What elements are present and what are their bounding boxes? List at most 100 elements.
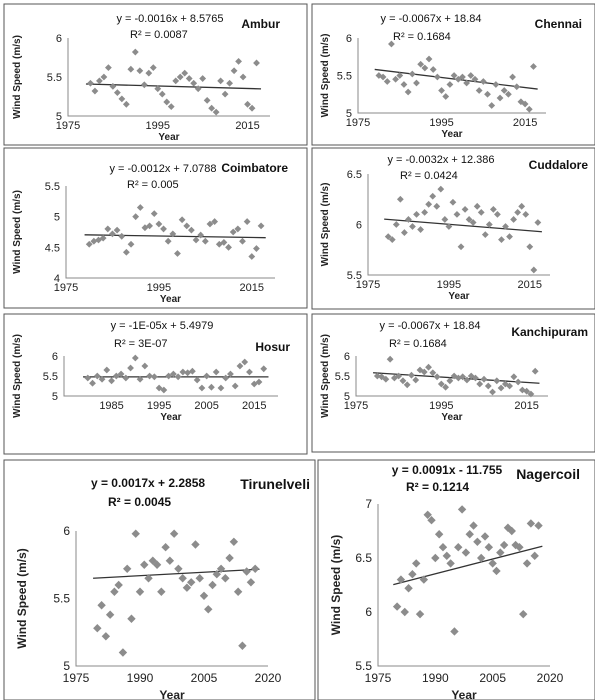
x-tick-label: 2015 xyxy=(242,400,266,412)
data-point xyxy=(437,185,445,193)
data-point xyxy=(453,211,461,218)
data-point xyxy=(429,192,437,200)
data-point xyxy=(123,564,132,573)
data-point xyxy=(373,372,381,380)
y-tick-label: 7 xyxy=(365,497,372,511)
data-point xyxy=(419,575,429,584)
axis-lines xyxy=(67,38,270,117)
data-point xyxy=(420,368,428,376)
y-tick-label: 5 xyxy=(52,391,58,403)
panel-chennai: 5 5.5 6 1975 1995 2015 Wind Speed (m/s) Year y =… xyxy=(311,3,595,146)
x-axis-title: Year xyxy=(158,132,179,143)
data-point xyxy=(438,543,448,552)
panel-frame xyxy=(317,459,595,700)
data-point xyxy=(221,90,229,98)
x-tick-label: 1995 xyxy=(429,400,453,412)
data-point xyxy=(236,362,244,370)
data-point xyxy=(109,82,117,90)
data-point xyxy=(408,70,416,78)
data-point xyxy=(488,559,497,568)
y-tick-label: 5.5 xyxy=(45,181,60,193)
data-point xyxy=(251,564,260,573)
r-squared-label: R² = 0.1214 xyxy=(406,480,469,494)
data-point xyxy=(467,72,475,79)
data-point xyxy=(446,81,454,88)
data-point xyxy=(150,373,158,381)
data-point xyxy=(449,198,457,206)
data-point xyxy=(498,236,505,244)
data-point xyxy=(122,374,130,382)
data-point xyxy=(222,374,230,382)
data-point xyxy=(199,591,209,600)
data-point xyxy=(519,609,528,619)
data-point xyxy=(98,375,106,383)
trendline-equation: y = -0.0067x + 18.84 xyxy=(380,320,481,332)
data-point xyxy=(217,384,225,392)
axis-lines xyxy=(63,356,278,397)
data-point xyxy=(386,355,394,363)
data-point xyxy=(425,55,433,63)
data-point xyxy=(127,240,135,248)
data-point xyxy=(141,362,149,370)
data-point xyxy=(463,79,471,87)
y-tick-label: 5.5 xyxy=(43,371,58,383)
trendline-equation: y = -1E-05x + 5.4979 xyxy=(111,320,214,332)
panel-tirunelveli: 5 5.5 6 1975 1990 2005 2020 Wind Speed (m/s) Yea… xyxy=(3,459,316,700)
x-tick-label: 2020 xyxy=(537,671,564,685)
data-point xyxy=(141,224,149,232)
x-tick-label: 2015 xyxy=(518,279,542,291)
y-tick-label: 5.5 xyxy=(355,659,372,673)
data-point xyxy=(534,521,543,530)
data-point xyxy=(416,366,424,374)
data-point xyxy=(248,104,256,112)
data-point xyxy=(479,78,487,85)
x-tick-label: 1975 xyxy=(365,671,392,685)
y-axis-title: Wind Speed (m/s) xyxy=(12,35,23,119)
data-point xyxy=(110,587,119,596)
trend-line xyxy=(85,83,262,90)
data-point xyxy=(208,383,215,391)
panel-frame xyxy=(3,459,316,700)
y-tick-label: 5 xyxy=(344,391,350,403)
x-tick-label: 2005 xyxy=(194,400,218,412)
data-point xyxy=(434,530,444,539)
data-point xyxy=(396,575,406,584)
data-point xyxy=(144,574,153,583)
trendline-equation: y = 0.0091x - 11.755 xyxy=(392,463,503,477)
data-point xyxy=(425,200,433,208)
data-point xyxy=(239,73,247,81)
y-axis-title: Wind Speed (m/s) xyxy=(15,548,29,649)
data-point xyxy=(507,526,516,536)
trendline-equation: y = 0.0017x + 2.2858 xyxy=(91,476,205,490)
data-point xyxy=(471,75,479,83)
data-point xyxy=(246,578,256,587)
data-point xyxy=(235,58,242,65)
y-tick-label: 5.5 xyxy=(347,270,362,282)
data-point xyxy=(257,222,265,230)
data-point xyxy=(85,240,93,248)
data-point xyxy=(526,519,536,528)
data-point xyxy=(183,222,191,230)
data-point xyxy=(154,85,162,93)
trend-line xyxy=(84,234,266,239)
trendline-equation: y = -0.0016x + 8.5765 xyxy=(116,13,223,25)
data-point xyxy=(160,225,167,233)
data-point xyxy=(226,79,233,87)
data-point xyxy=(148,556,157,565)
data-point xyxy=(174,373,182,381)
data-point xyxy=(220,239,228,246)
data-point xyxy=(99,234,107,242)
trend-line xyxy=(393,545,543,586)
data-point xyxy=(108,377,115,385)
data-point xyxy=(127,65,135,73)
data-point xyxy=(499,540,509,550)
data-point xyxy=(514,208,522,216)
data-point xyxy=(234,225,242,233)
x-tick-label: 2015 xyxy=(240,282,264,294)
data-point xyxy=(160,386,168,394)
data-point xyxy=(433,202,441,210)
data-point xyxy=(383,78,391,85)
data-point xyxy=(118,232,126,240)
x-tick-label: 2020 xyxy=(255,671,282,685)
data-point xyxy=(437,380,445,388)
